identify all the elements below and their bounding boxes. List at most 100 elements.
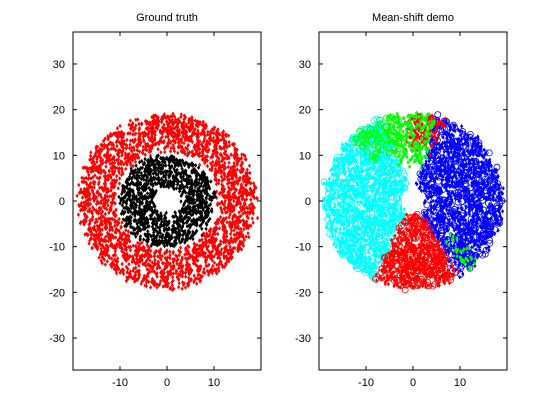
data-point [434, 160, 442, 168]
data-point [343, 193, 350, 201]
data-point [427, 249, 435, 257]
data-point [368, 215, 376, 222]
data-point [476, 213, 484, 221]
data-point [416, 225, 424, 233]
data-point [437, 270, 445, 278]
data-point [449, 209, 457, 217]
data-point [363, 209, 371, 217]
data-point [333, 170, 340, 177]
data-point [437, 126, 445, 134]
data-point [408, 260, 416, 268]
data-point [338, 213, 346, 221]
data-point [452, 163, 460, 171]
data-point [372, 216, 380, 224]
data-point [377, 211, 385, 219]
data-point [331, 230, 339, 238]
data-point [486, 239, 494, 247]
data-point [379, 219, 387, 227]
data-point [368, 208, 376, 216]
data-point [456, 214, 464, 222]
data-point [434, 147, 442, 155]
data-point [376, 116, 384, 124]
data-point [372, 275, 380, 283]
data-point [341, 251, 349, 259]
data-point [399, 167, 407, 175]
data-point [418, 184, 426, 191]
data-point [338, 250, 346, 258]
data-point [467, 203, 475, 211]
data-point [430, 167, 438, 175]
data-point [384, 266, 392, 274]
data-point [371, 151, 379, 159]
data-point [383, 114, 390, 122]
data-point [395, 167, 403, 175]
data-point [468, 236, 476, 243]
data-point [389, 267, 397, 275]
data-point [433, 274, 441, 281]
y-tick-label: -20 [49, 287, 65, 299]
data-point [441, 196, 449, 204]
data-point [346, 144, 354, 152]
data-point [475, 139, 483, 147]
data-point [363, 219, 370, 227]
data-point [376, 220, 384, 228]
data-point [414, 247, 422, 255]
data-point [458, 155, 466, 162]
y-tick-label: 30 [53, 59, 65, 71]
data-point [467, 223, 475, 231]
data-point [408, 223, 416, 231]
data-point [411, 212, 419, 220]
data-point [346, 150, 354, 157]
data-point [409, 246, 417, 254]
data-point [430, 206, 437, 214]
data-point [381, 213, 389, 221]
data-point [353, 203, 361, 211]
data-point [443, 274, 451, 282]
data-point [458, 212, 466, 220]
data-point [431, 240, 439, 248]
data-point [430, 219, 438, 227]
data-point [459, 127, 466, 135]
data-point [397, 211, 405, 219]
data-point [434, 177, 442, 185]
data-point [395, 242, 403, 250]
data-point [462, 185, 470, 193]
y-tick-label: 20 [53, 105, 65, 117]
data-point [423, 269, 430, 277]
data-point [483, 160, 491, 168]
data-point [485, 149, 493, 157]
data-point [402, 262, 409, 270]
data-point [347, 201, 355, 209]
data-point [405, 265, 413, 273]
data-point [335, 184, 343, 192]
data-point [355, 166, 363, 174]
data-point [376, 212, 384, 220]
data-point [407, 217, 415, 225]
data-point [386, 169, 394, 177]
data-point [396, 137, 403, 145]
data-point [479, 251, 487, 259]
data-point [433, 201, 441, 209]
data-point [364, 141, 372, 149]
data-point [324, 185, 332, 193]
data-point [333, 237, 341, 245]
data-point [443, 142, 451, 150]
data-point [354, 256, 362, 264]
data-point [458, 149, 466, 157]
data-point [410, 234, 418, 242]
data-point [347, 256, 354, 264]
data-point [467, 215, 475, 223]
data-point [381, 178, 389, 186]
data-point [473, 238, 480, 246]
data-point [386, 259, 394, 267]
data-point [359, 240, 367, 248]
data-point [346, 179, 354, 187]
data-point [383, 153, 391, 161]
data-point [350, 194, 357, 202]
series-8 [351, 114, 408, 164]
data-point [450, 181, 458, 189]
data-point [326, 230, 334, 238]
data-point [422, 257, 430, 265]
data-point [341, 231, 349, 239]
